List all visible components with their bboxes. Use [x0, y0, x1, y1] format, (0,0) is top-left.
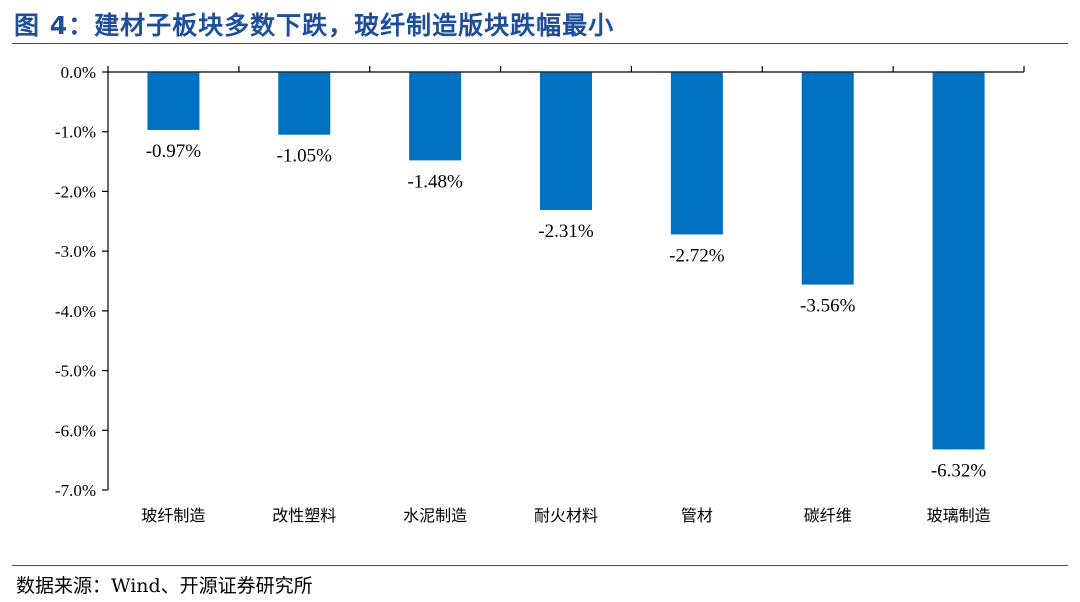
bar [932, 72, 985, 450]
bar [801, 72, 854, 285]
bar [147, 72, 200, 130]
y-tick-label: -3.0% [55, 242, 96, 261]
category-label: 耐火材料 [534, 506, 598, 525]
bar [409, 72, 462, 161]
bar [278, 72, 331, 135]
data-label: -3.56% [800, 296, 856, 317]
bottom-rule [12, 565, 1068, 566]
category-label: 碳纤维 [804, 506, 852, 525]
y-tick-label: -6.0% [55, 421, 96, 440]
data-label: -1.05% [277, 146, 333, 167]
data-source-note: 数据来源：Wind、开源证券研究所 [16, 575, 313, 597]
y-tick-label: 0.0% [61, 63, 96, 82]
category-label: 水泥制造 [403, 506, 467, 525]
data-label: -0.97% [146, 141, 202, 162]
y-tick-label: -7.0% [55, 481, 96, 500]
figure-title: 图 4：建材子板块多数下跌，玻纤制造版块跌幅最小 [14, 11, 615, 40]
category-label: 管材 [681, 506, 713, 525]
bar [540, 72, 592, 210]
category-label: 玻璃制造 [927, 506, 991, 525]
bar [670, 72, 723, 235]
y-tick-label: -2.0% [55, 182, 96, 201]
category-label: 改性塑料 [272, 506, 336, 525]
y-tick-label: -4.0% [55, 302, 96, 321]
category-label: 玻纤制造 [141, 506, 205, 525]
data-label: -2.31% [538, 221, 594, 242]
title-rule [12, 43, 1068, 44]
data-label: -1.48% [407, 171, 463, 192]
y-tick-label: -1.0% [55, 123, 96, 142]
y-tick-label: -5.0% [55, 362, 96, 381]
data-label: -6.32% [931, 460, 987, 481]
data-label: -2.72% [669, 245, 725, 266]
